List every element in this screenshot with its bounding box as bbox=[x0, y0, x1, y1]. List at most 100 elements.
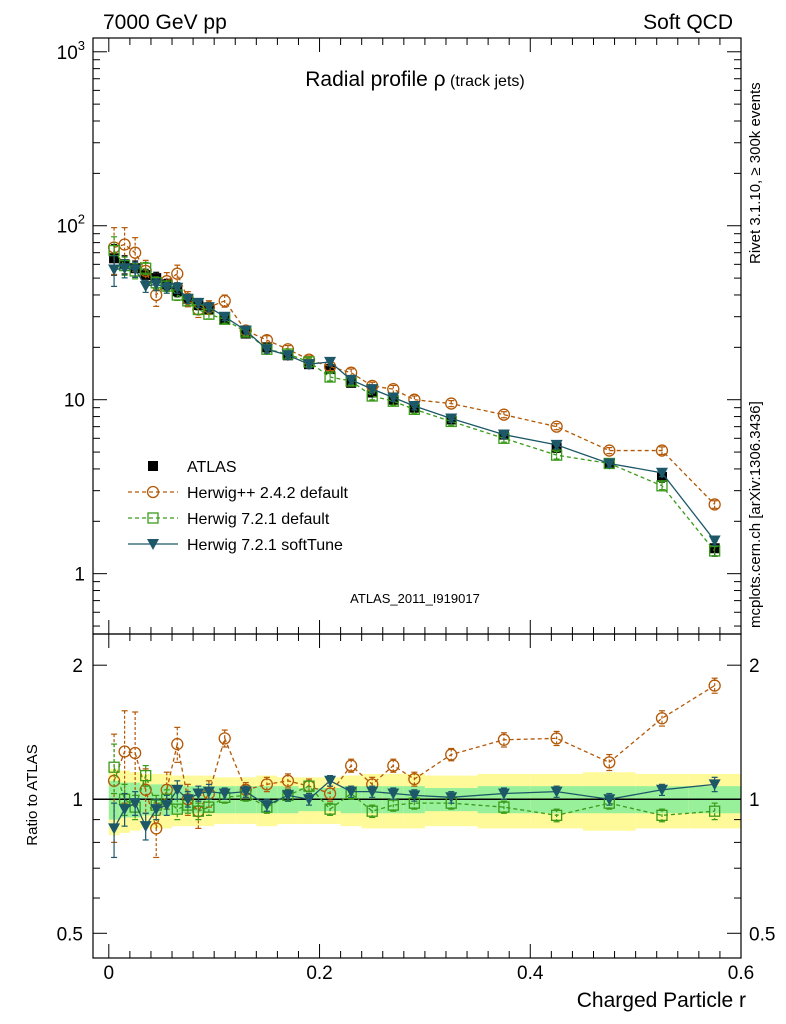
ratio-point-softtune bbox=[550, 786, 563, 798]
ratio-point-herwigpp bbox=[408, 772, 421, 786]
ratio-point-herwig721 bbox=[387, 799, 399, 811]
ratio-point-herwigpp bbox=[218, 732, 231, 745]
ratio-point-herwigpp bbox=[260, 778, 274, 791]
ratio-point-herwigpp bbox=[655, 712, 669, 725]
ratio-point-herwig721 bbox=[550, 809, 563, 822]
point-herwigpp bbox=[218, 294, 231, 308]
ratio-point-herwigpp bbox=[281, 774, 295, 787]
legend-label-atlas: ATLAS bbox=[187, 459, 237, 476]
ratio-point-softtune bbox=[192, 788, 205, 800]
rivet-version-label: Rivet 3.1.10, ≥ 300k events bbox=[747, 82, 764, 264]
point-softtune bbox=[181, 293, 194, 305]
header-right: Soft QCD bbox=[643, 11, 733, 34]
ratio-point-softtune bbox=[218, 788, 231, 800]
point-herwigpp bbox=[128, 246, 142, 259]
ratio-point-herwig721 bbox=[303, 780, 315, 792]
ratio-point-softtune bbox=[239, 786, 252, 798]
legend-marker-herwigpp bbox=[146, 485, 160, 499]
ratio-point-softtune bbox=[655, 784, 668, 796]
point-herwigpp bbox=[445, 397, 458, 410]
point-herwigpp bbox=[708, 498, 721, 511]
point-atlas bbox=[140, 270, 151, 281]
point-herwig721 bbox=[324, 371, 336, 383]
point-softtune bbox=[150, 279, 163, 291]
point-softtune bbox=[239, 325, 252, 337]
point-softtune bbox=[202, 302, 215, 314]
ratio-point-herwig721 bbox=[108, 761, 120, 773]
ratio-point-herwigpp bbox=[150, 822, 163, 835]
ratio-point-herwigpp bbox=[323, 787, 337, 800]
xlabel: Charged Particle r bbox=[577, 989, 746, 1012]
ratio-point-softtune bbox=[118, 804, 131, 816]
xtick-label: 0 bbox=[104, 963, 115, 984]
ratio-point-herwigpp bbox=[497, 733, 511, 746]
point-herwigpp bbox=[118, 238, 131, 251]
ratio-point-softtune bbox=[387, 788, 400, 800]
ratio-point-softtune bbox=[497, 788, 510, 800]
point-softtune bbox=[139, 281, 152, 293]
point-herwigpp bbox=[655, 444, 669, 457]
ratio-point-herwigpp bbox=[139, 783, 152, 796]
point-softtune bbox=[171, 282, 184, 294]
main-ytick-label: 102 bbox=[57, 212, 85, 238]
mcplots-label: mcplots.cern.ch [arXiv:1306.3436] bbox=[747, 401, 764, 628]
ratio-point-softtune bbox=[408, 790, 421, 802]
ratio-point-herwigpp bbox=[603, 756, 616, 769]
point-softtune bbox=[192, 297, 205, 309]
point-softtune bbox=[118, 263, 131, 275]
ratio-point-softtune bbox=[603, 794, 616, 806]
point-herwigpp bbox=[497, 408, 511, 421]
ratio-point-herwigpp bbox=[445, 748, 458, 761]
point-herwigpp bbox=[550, 420, 563, 433]
ratio-point-softtune bbox=[139, 821, 152, 833]
point-softtune bbox=[129, 264, 142, 276]
point-softtune bbox=[303, 359, 315, 371]
point-softtune bbox=[655, 467, 668, 479]
point-herwig721 bbox=[656, 480, 668, 492]
ratio-ytick-label-right: 1 bbox=[749, 790, 760, 811]
point-softtune bbox=[345, 374, 358, 386]
ratio-point-softtune bbox=[366, 786, 379, 798]
ratio-point-softtune bbox=[171, 784, 184, 796]
ratio-point-herwig721 bbox=[366, 805, 378, 817]
ratio-series-group bbox=[107, 677, 721, 859]
ratio-ytick-label-left: 1 bbox=[72, 790, 83, 811]
point-softtune bbox=[603, 458, 616, 470]
ratio-point-softtune bbox=[108, 823, 121, 835]
xtick-label: 0.6 bbox=[728, 963, 754, 984]
ratio-point-herwigpp bbox=[708, 679, 721, 692]
ratio-point-softtune bbox=[324, 775, 337, 787]
ratio-point-softtune bbox=[202, 786, 215, 798]
ratio-point-softtune bbox=[160, 800, 173, 812]
ratio-point-herwigpp bbox=[128, 746, 142, 760]
ratio-point-herwig721 bbox=[709, 805, 721, 817]
point-softtune bbox=[281, 350, 294, 362]
ratio-ytick-label-left: 2 bbox=[72, 656, 83, 677]
ratio-ytick-label-left: 0.5 bbox=[57, 924, 83, 945]
ratio-ytick-label-right: 2 bbox=[749, 656, 760, 677]
ratio-point-softtune bbox=[345, 786, 358, 798]
legend-label-herwig721: Herwig 7.2.1 default bbox=[187, 511, 330, 528]
ratio-point-herwig721 bbox=[498, 801, 510, 813]
point-softtune bbox=[260, 344, 273, 356]
ratio-point-softtune bbox=[129, 798, 142, 810]
ratio-point-herwigpp bbox=[387, 759, 400, 772]
xtick-label: 0.4 bbox=[517, 963, 544, 984]
series-line-herwig721 bbox=[113, 250, 716, 552]
ratio-point-softtune bbox=[281, 790, 294, 802]
legend-label-softtune: Herwig 7.2.1 softTune bbox=[187, 537, 343, 554]
ratio-point-softtune bbox=[260, 800, 273, 812]
ratio-point-softtune bbox=[181, 794, 194, 806]
plot-title: Radial profile ρ (track jets) bbox=[305, 68, 524, 91]
point-herwigpp bbox=[603, 444, 616, 457]
ratio-frame bbox=[92, 633, 742, 959]
ratio-ytick-label-right: 0.5 bbox=[749, 924, 775, 945]
point-softtune bbox=[218, 311, 231, 323]
ratio-point-herwig721 bbox=[140, 769, 152, 782]
analysis-id-label: ATLAS_2011_I919017 bbox=[350, 591, 480, 606]
point-herwig721 bbox=[140, 262, 152, 274]
xtick-label: 0.2 bbox=[306, 963, 332, 984]
point-softtune bbox=[366, 384, 379, 396]
legend-marker-atlas bbox=[148, 461, 158, 471]
